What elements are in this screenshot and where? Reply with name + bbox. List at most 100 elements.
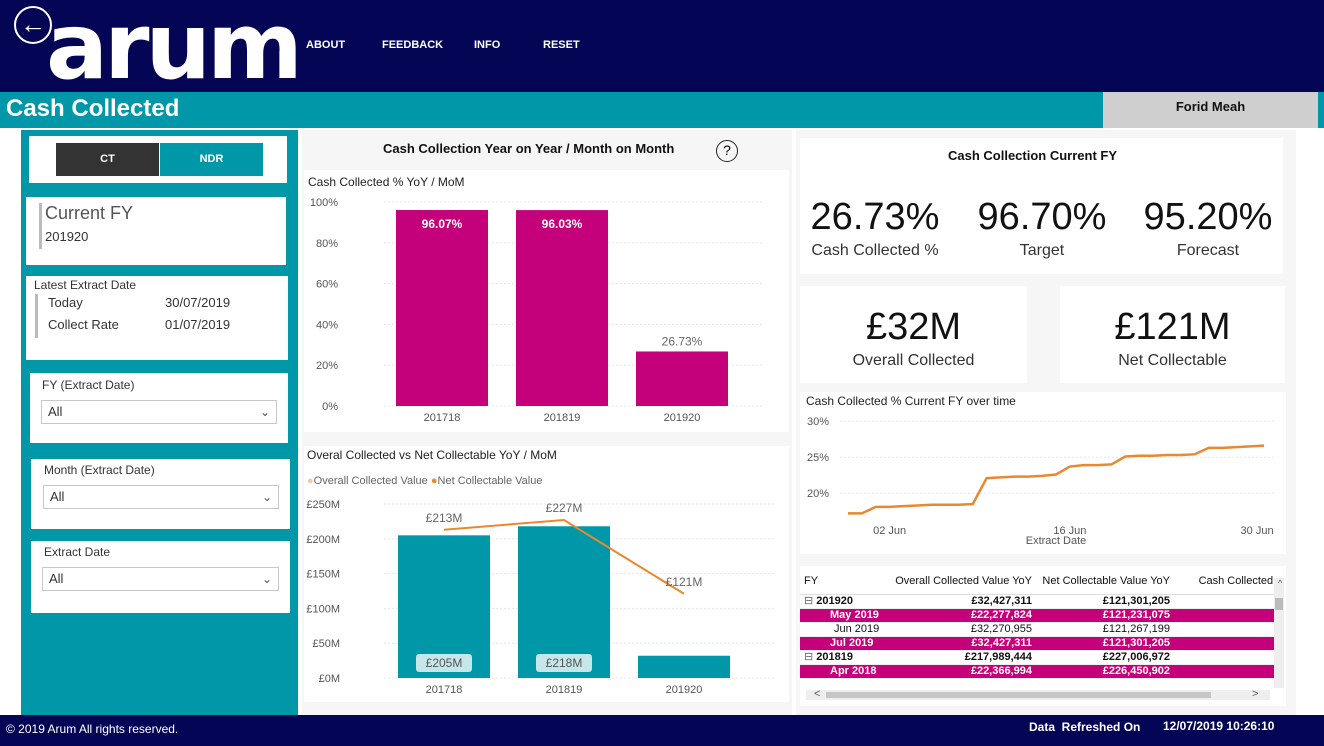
copyright: © 2019 Arum All rights reserved. xyxy=(6,722,179,736)
chart1-title: Cash Collected % YoY / MoM xyxy=(308,175,465,189)
table-row[interactable]: May 2019£22,277,824£121,231,07518 xyxy=(800,608,1274,623)
line-data-label: £213M xyxy=(426,511,463,525)
y-tick-label: £0M xyxy=(319,673,340,685)
data-label: £205M xyxy=(426,656,463,670)
x-tick-label: 201920 xyxy=(666,684,703,696)
legend-net: Net Collectable Value xyxy=(437,475,543,487)
extract-today-label: Today xyxy=(48,295,83,310)
line-data-label: £121M xyxy=(666,575,703,589)
column-header[interactable]: Net Collectable Value YoY xyxy=(1036,568,1174,595)
extract-date-dropdown[interactable]: All ⌄ xyxy=(42,567,279,591)
toggle-ndr-button[interactable]: NDR xyxy=(160,143,263,176)
table-row[interactable]: ⊟ 201920£32,427,311£121,301,20526 xyxy=(800,594,1274,609)
y-tick-label: 25% xyxy=(807,452,829,464)
table-row[interactable]: Apr 2018£22,366,994£226,450,9029 xyxy=(800,664,1274,679)
legend-dot-icon: ● xyxy=(430,475,438,487)
chart3-panel: Cash Collected % Current FY over time 20… xyxy=(800,392,1286,554)
nav-info[interactable]: INFO xyxy=(474,39,501,51)
fy-filter-label: FY (Extract Date) xyxy=(42,378,135,392)
cell-value: £22,366,994 xyxy=(888,664,1036,679)
bar xyxy=(518,526,610,678)
nav-reset[interactable]: RESET xyxy=(543,39,580,51)
horizontal-scrollbar[interactable] xyxy=(806,690,1270,700)
vertical-scroll-thumb[interactable] xyxy=(1275,598,1283,610)
cell-value: £121,301,205 xyxy=(1036,636,1174,651)
kpi-value: 26.73% xyxy=(810,196,940,238)
cell-value: £32,427,311 xyxy=(888,636,1036,651)
nav-about[interactable]: ABOUT xyxy=(306,39,346,51)
x-tick-label: 16 Jun xyxy=(1053,525,1086,537)
x-tick-label: 201819 xyxy=(546,684,583,696)
column-header[interactable]: FY xyxy=(800,568,888,595)
row-label: Apr 2018 xyxy=(800,664,888,679)
x-tick-label: 02 Jun xyxy=(873,525,906,537)
y-tick-label: 0% xyxy=(322,401,338,413)
row-label: ⊟ 201920 xyxy=(800,594,888,609)
matrix-scroll-area[interactable]: FY Overall Collected Value YoY Net Collect… xyxy=(800,568,1274,688)
x-tick-label: 201819 xyxy=(544,412,581,424)
column-header[interactable]: Overall Collected Value YoY xyxy=(888,568,1036,595)
month-filter-label: Month (Extract Date) xyxy=(44,463,155,477)
data-label-bg xyxy=(416,654,472,672)
kpi-cash-collected: 26.73% Cash Collected % xyxy=(800,178,950,274)
cell-value: £121,267,199 xyxy=(1036,622,1174,637)
yoy-title: Cash Collection Year on Year / Month on … xyxy=(383,141,675,156)
horizontal-scroll-thumb[interactable] xyxy=(826,692,1211,698)
y-tick-label: 40% xyxy=(316,319,338,331)
user-name: Forid Meah xyxy=(1103,92,1318,128)
scroll-left-icon[interactable]: < xyxy=(814,688,821,700)
row-label: ⊟ 201819 xyxy=(800,650,888,665)
y-tick-label: £100M xyxy=(306,603,340,615)
logo: arum xyxy=(46,0,303,100)
y-tick-label: 80% xyxy=(316,238,338,250)
extract-date-value: All xyxy=(49,571,64,586)
table-row[interactable]: Jul 2019£32,427,311£121,301,20526 xyxy=(800,636,1274,651)
help-icon[interactable]: ? xyxy=(716,140,738,162)
collapse-icon[interactable]: ⊟ xyxy=(804,594,817,607)
cell-value: £121,301,205 xyxy=(1036,594,1174,609)
line-data-label: £227M xyxy=(546,501,583,515)
scroll-up-icon[interactable]: ^ xyxy=(1278,578,1283,588)
nav-feedback[interactable]: FEEDBACK xyxy=(382,39,444,51)
extract-collect-value: 01/07/2019 xyxy=(165,317,231,332)
y-tick-label: £150M xyxy=(306,569,340,581)
vertical-scrollbar[interactable] xyxy=(1274,578,1284,688)
scroll-right-icon[interactable]: > xyxy=(1252,688,1259,700)
y-tick-label: 20% xyxy=(807,488,829,500)
kpi-value: £121M xyxy=(1114,306,1231,348)
x-tick-label: 201920 xyxy=(664,412,701,424)
month-filter-dropdown[interactable]: All ⌄ xyxy=(43,485,279,509)
y-tick-label: 20% xyxy=(316,360,338,372)
chevron-down-icon: ⌄ xyxy=(259,405,270,419)
kpi-label: Overall Collected xyxy=(852,352,975,369)
chart2-title: Overal Collected vs Net Collectable YoY … xyxy=(307,448,557,462)
table-row[interactable]: Jun 2019£32,270,955£121,267,19926 xyxy=(800,622,1274,637)
extract-collect-label: Collect Rate xyxy=(48,317,119,332)
cell-value: £217,989,444 xyxy=(888,650,1036,665)
bar xyxy=(638,655,730,678)
legend-overall: Overall Collected Value xyxy=(313,475,428,487)
refreshed-label: Data Refreshed On xyxy=(1029,720,1141,734)
cell-value: 96 xyxy=(1174,650,1274,665)
fy-filter-dropdown[interactable]: All ⌄ xyxy=(41,400,277,424)
kpi-overall-collected: £32M Overall Collected xyxy=(800,286,1027,383)
x-tick-label: 201718 xyxy=(426,684,463,696)
month-filter-card: Month (Extract Date) All ⌄ xyxy=(31,459,290,529)
data-label: 96.03% xyxy=(542,217,583,231)
table-row[interactable]: ⊟ 201819£217,989,444£227,006,97296 xyxy=(800,650,1274,665)
kpi-target: 96.70% Target xyxy=(967,178,1117,274)
x-tick-label: 201718 xyxy=(424,412,461,424)
x-tick-label: 30 Jun xyxy=(1241,525,1274,537)
collapse-icon[interactable]: ⊟ xyxy=(804,650,817,663)
cell-value: 9 xyxy=(1174,664,1274,679)
chart2-svg: £0M £50M £100M £150M £200M £250M £205M 201718 £2… xyxy=(306,499,774,696)
current-fy-value: 201920 xyxy=(45,229,89,244)
data-label: £218M xyxy=(546,656,583,670)
kpi-label: Cash Collected % xyxy=(811,242,939,259)
chart2-legend: ●Overall Collected Value ●Net Collectabl… xyxy=(307,475,542,487)
column-header[interactable]: Cash Collected % xyxy=(1174,568,1274,595)
net-collectable-line xyxy=(443,518,685,595)
back-arrow-icon[interactable]: ← xyxy=(14,6,52,44)
toggle-ct-button[interactable]: CT xyxy=(56,143,159,176)
kpi-label: Net Collectable xyxy=(1118,352,1227,369)
